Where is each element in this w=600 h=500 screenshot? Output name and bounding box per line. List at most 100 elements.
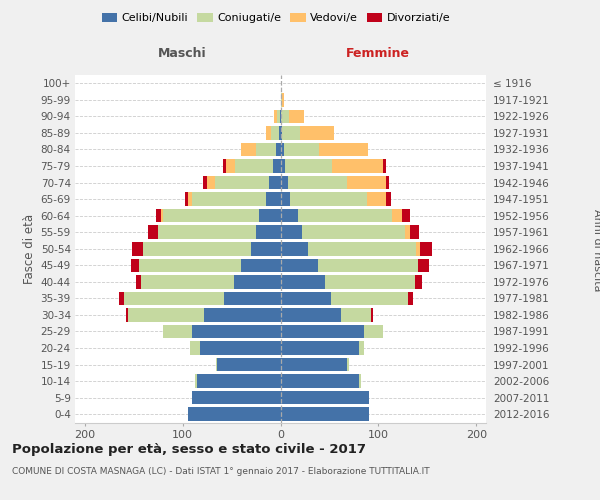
Bar — [331, 292, 408, 305]
Bar — [215, 176, 269, 190]
Bar — [290, 192, 367, 206]
Bar — [132, 242, 143, 256]
Bar — [197, 374, 281, 388]
Bar — [139, 258, 241, 272]
Bar — [371, 308, 373, 322]
Bar — [259, 209, 281, 222]
Bar — [156, 209, 161, 222]
Bar — [281, 275, 325, 288]
Bar — [235, 159, 272, 173]
Bar — [386, 192, 391, 206]
Bar — [280, 110, 281, 123]
Bar — [281, 324, 364, 338]
Bar — [289, 110, 304, 123]
Bar — [271, 126, 278, 140]
Bar — [207, 176, 215, 190]
Bar — [281, 258, 317, 272]
Bar — [415, 275, 422, 288]
Bar — [136, 275, 140, 288]
Bar — [308, 242, 416, 256]
Bar — [190, 342, 200, 355]
Bar — [126, 308, 128, 322]
Bar — [200, 342, 281, 355]
Bar — [341, 308, 371, 322]
Bar — [131, 258, 139, 272]
Bar — [281, 391, 368, 404]
Bar — [286, 159, 332, 173]
Bar — [163, 324, 193, 338]
Bar — [283, 93, 284, 106]
Bar — [266, 126, 271, 140]
Bar — [163, 209, 259, 222]
Bar — [405, 226, 410, 239]
Bar — [185, 192, 188, 206]
Text: Popolazione per età, sesso e stato civile - 2017: Popolazione per età, sesso e stato civil… — [12, 442, 366, 456]
Bar — [281, 142, 284, 156]
Bar — [416, 242, 421, 256]
Bar — [224, 292, 281, 305]
Text: Maschi: Maschi — [158, 47, 207, 60]
Bar — [281, 176, 289, 190]
Bar — [281, 159, 286, 173]
Bar — [281, 93, 283, 106]
Bar — [161, 209, 163, 222]
Bar — [383, 159, 386, 173]
Bar — [256, 226, 281, 239]
Bar — [226, 159, 235, 173]
Bar — [364, 324, 383, 338]
Bar — [140, 275, 233, 288]
Bar — [188, 408, 281, 421]
Bar — [124, 292, 224, 305]
Text: Anni di nascita: Anni di nascita — [592, 209, 600, 291]
Bar — [386, 176, 389, 190]
Bar — [193, 324, 281, 338]
Bar — [281, 308, 341, 322]
Bar — [204, 308, 281, 322]
Bar — [289, 176, 347, 190]
Bar — [317, 258, 418, 272]
Text: COMUNE DI COSTA MASNAGA (LC) - Dati ISTAT 1° gennaio 2017 - Elaborazione TUTTITA: COMUNE DI COSTA MASNAGA (LC) - Dati ISTA… — [12, 468, 430, 476]
Bar — [274, 110, 277, 123]
Bar — [281, 342, 359, 355]
Text: Femmine: Femmine — [346, 47, 410, 60]
Bar — [402, 209, 410, 222]
Y-axis label: Fasce di età: Fasce di età — [23, 214, 37, 284]
Bar — [300, 126, 334, 140]
Bar — [196, 374, 197, 388]
Bar — [281, 358, 347, 372]
Bar — [332, 159, 383, 173]
Bar — [302, 226, 405, 239]
Bar — [278, 126, 281, 140]
Bar — [347, 176, 386, 190]
Bar — [241, 258, 281, 272]
Bar — [281, 374, 359, 388]
Bar — [408, 292, 413, 305]
Bar — [216, 358, 217, 372]
Bar — [223, 159, 226, 173]
Legend: Celibi/Nubili, Coniugati/e, Vedovi/e, Divorziati/e: Celibi/Nubili, Coniugati/e, Vedovi/e, Di… — [97, 8, 455, 28]
Bar — [392, 209, 402, 222]
Bar — [193, 192, 266, 206]
Bar — [143, 242, 251, 256]
Bar — [148, 226, 158, 239]
Bar — [233, 275, 281, 288]
Bar — [347, 358, 349, 372]
Bar — [281, 110, 289, 123]
Bar — [418, 258, 429, 272]
Bar — [281, 209, 298, 222]
Bar — [410, 226, 419, 239]
Bar — [203, 176, 207, 190]
Bar — [158, 226, 256, 239]
Bar — [193, 391, 281, 404]
Bar — [119, 292, 124, 305]
Bar — [266, 192, 281, 206]
Bar — [188, 192, 193, 206]
Bar — [281, 408, 368, 421]
Bar — [283, 126, 300, 140]
Bar — [281, 242, 308, 256]
Bar — [281, 192, 290, 206]
Bar — [359, 342, 364, 355]
Bar — [281, 226, 302, 239]
Bar — [325, 275, 415, 288]
Bar — [277, 110, 280, 123]
